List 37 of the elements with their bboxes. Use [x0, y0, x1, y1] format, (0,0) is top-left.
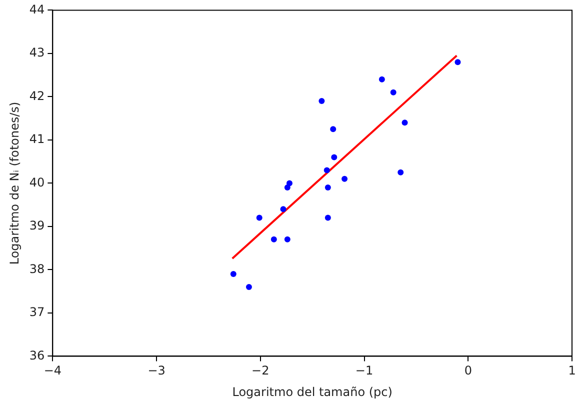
point: [398, 169, 404, 176]
y-tick-label: 36: [29, 348, 45, 362]
y-tick-label: 38: [29, 262, 45, 276]
x-tick-label: −4: [44, 364, 62, 378]
point: [342, 176, 348, 182]
y-tick-label: 40: [29, 175, 45, 190]
point: [256, 214, 262, 221]
x-tick-label: 0: [464, 364, 472, 378]
y-tick-label: 43: [29, 46, 45, 60]
point: [378, 76, 385, 82]
y-tick-label: 42: [29, 88, 45, 103]
point: [324, 214, 331, 221]
y-axis-title: Logaritmo de Nᵢ (fotones/s): [7, 102, 22, 265]
point: [270, 236, 277, 242]
point: [318, 98, 325, 104]
y-tick-label: 39: [29, 218, 45, 233]
point: [324, 184, 331, 191]
point: [246, 284, 252, 290]
point: [390, 89, 396, 96]
point: [324, 167, 330, 174]
y-tick-label: 44: [29, 2, 45, 16]
x-tick-label: −3: [148, 364, 166, 378]
y-tick-label: 37: [29, 305, 45, 320]
point: [280, 206, 286, 212]
point: [230, 271, 236, 278]
y-tick-label: 41: [29, 132, 45, 146]
point: [331, 154, 338, 160]
x-tick-label: −2: [252, 364, 270, 378]
x-tick-label: 1: [568, 364, 576, 378]
x-axis-title: Logaritmo del tamaño (pc): [232, 384, 392, 399]
point: [286, 180, 292, 186]
point: [284, 184, 290, 191]
x-tick-label: −1: [355, 364, 374, 378]
point: [454, 59, 461, 66]
point: [330, 126, 336, 132]
point: [402, 120, 408, 126]
point: [284, 236, 290, 242]
